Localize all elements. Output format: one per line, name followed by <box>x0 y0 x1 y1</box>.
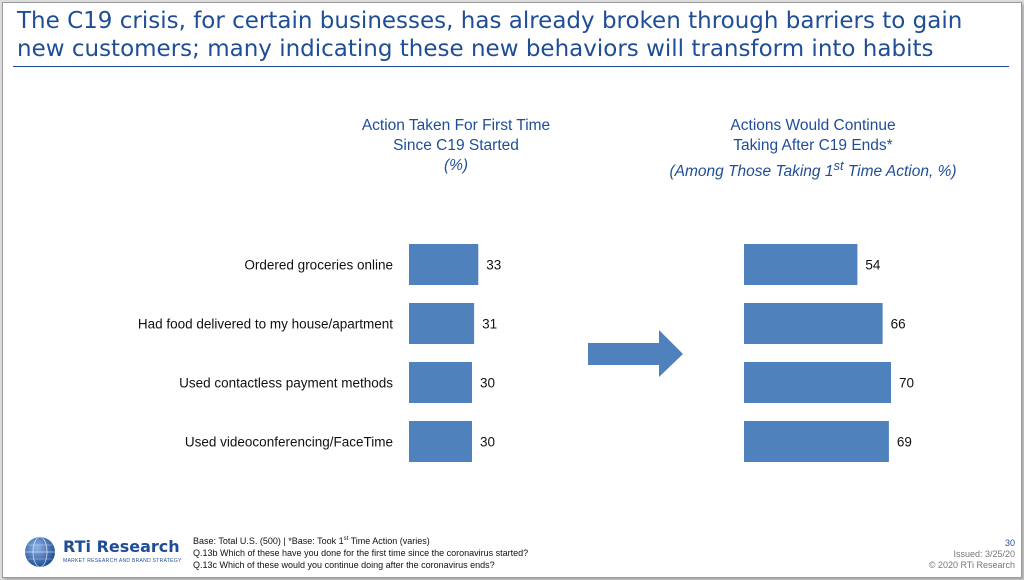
right-chart-header: Actions Would Continue Taking After C19 … <box>633 116 993 182</box>
bar-first-time-3 <box>409 421 472 462</box>
copyright: © 2020 RTi Research <box>928 560 1015 570</box>
right-chart-subtitle-b: Time Action, %) <box>843 163 957 181</box>
base-note-b: Time Action (varies) <box>348 536 430 546</box>
bar-first-time-1 <box>409 303 475 344</box>
issued-date: Issued: 3/25/20 <box>953 549 1015 559</box>
page-info: 30 Issued: 3/25/20 © 2020 RTi Research <box>929 538 1015 571</box>
bar-first-time-2 <box>409 362 472 403</box>
right-chart-subtitle: (Among Those Taking 1st Time Action, %) <box>633 156 993 182</box>
title-divider <box>13 66 1009 67</box>
question-13c: Q.13c Which of these would you continue … <box>193 560 495 570</box>
bar-first-time-0 <box>409 244 479 285</box>
question-13b: Q.13b Which of these have you done for t… <box>193 548 529 558</box>
logo-tagline: MARKET RESEARCH AND BRAND STRATEGY <box>63 558 182 564</box>
right-chart-title-line-1: Actions Would Continue <box>730 117 896 134</box>
category-label-2: Used contactless payment methods <box>179 376 393 391</box>
data-label-continue-0: 54 <box>865 258 881 273</box>
left-chart-title-line-2: Since C19 Started <box>393 137 519 154</box>
bar-continue-2 <box>744 362 891 403</box>
data-label-continue-2: 70 <box>899 376 914 391</box>
base-note: Base: Total U.S. (500) | *Base: Took 1st… <box>193 533 528 547</box>
bar-charts: 33 Ordered groceries online 31 Had food del… <box>138 244 914 462</box>
logo-text: RTi Research <box>63 537 180 556</box>
data-label-first-time-3: 30 <box>480 435 495 450</box>
bar-continue-0 <box>744 244 858 285</box>
page-number: 30 <box>1004 538 1015 548</box>
globe-icon <box>25 536 55 568</box>
data-label-first-time-2: 30 <box>480 376 495 391</box>
bar-continue-1 <box>744 303 883 344</box>
slide-title: The C19 crisis, for certain businesses, … <box>17 8 963 62</box>
base-note-a: Base: Total U.S. (500) | *Base: Took 1 <box>193 536 344 546</box>
right-chart-subtitle-a: (Among Those Taking 1 <box>669 163 834 181</box>
left-chart-title-line-1: Action Taken For First Time <box>361 117 551 134</box>
category-label-1: Had food delivered to my house/apartment <box>138 317 393 332</box>
data-label-first-time-1: 31 <box>482 317 497 332</box>
left-chart-title-line-3: (%) <box>443 157 469 174</box>
company-logo: RTi Research MARKET RESEARCH AND BRAND S… <box>23 533 183 573</box>
data-label-first-time-0: 33 <box>486 258 501 273</box>
footnotes: Base: Total U.S. (500) | *Base: Took 1st… <box>193 533 528 571</box>
arrow-shape <box>588 330 683 377</box>
data-label-continue-3: 69 <box>897 435 912 450</box>
base-note-sup: st <box>343 536 349 542</box>
right-chart-subtitle-sup: st <box>833 158 844 173</box>
right-chart-title-line-2: Taking After C19 Ends* <box>733 137 893 154</box>
left-chart-header: Action Taken For First Time Since C19 St… <box>303 116 609 176</box>
category-label-3: Used videoconferencing/FaceTime <box>185 435 393 450</box>
category-label-0: Ordered groceries online <box>244 258 393 273</box>
data-label-continue-1: 66 <box>891 317 906 332</box>
bar-continue-3 <box>744 421 889 462</box>
